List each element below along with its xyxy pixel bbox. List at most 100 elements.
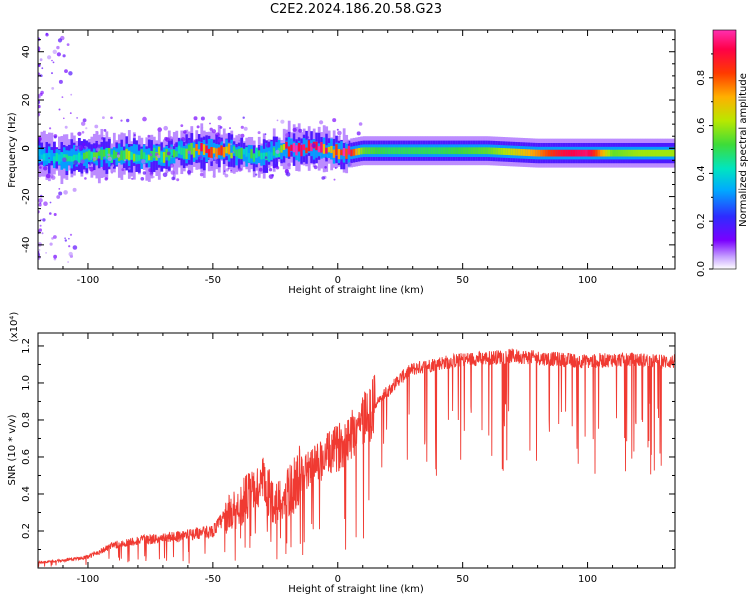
spectrogram-noise-dot (64, 125, 68, 129)
spectrogram-cell (365, 147, 369, 155)
spectrogram-noise-dot (149, 144, 152, 148)
spectrogram-cell (265, 143, 269, 160)
spectrogram-cell (427, 147, 431, 155)
spectrogram-cell (472, 147, 476, 155)
spectrogram-cell (262, 152, 266, 159)
spectrogram-cell (350, 149, 354, 157)
spectrogram-cell (45, 153, 49, 161)
spectrogram-ytick-label: -20 (21, 188, 32, 204)
spectrogram-noise-dot (193, 116, 198, 121)
spectrogram-ytick-label: 0 (21, 145, 32, 151)
spectrogram-cell (220, 145, 224, 156)
spectrogram-noise-dot (286, 172, 291, 177)
spectrogram-cell (135, 144, 139, 165)
spectrogram-cell (290, 144, 294, 151)
spectrogram-noise-dot (258, 145, 261, 148)
spectrogram-cell (462, 147, 466, 155)
spectrogram-cell (95, 152, 99, 161)
spectrogram-cell (205, 145, 209, 154)
spectrogram-noise-dot (104, 156, 107, 159)
spectrogram-cell (485, 147, 488, 155)
spectrogram-cell (647, 149, 651, 157)
spectrogram-cell (602, 149, 606, 157)
spectrogram-noise-dot (334, 167, 337, 169)
spectrogram-noise-dot (186, 138, 192, 144)
snr-xtick-label: 50 (456, 574, 469, 585)
snr-ticks: -100 -50 0 50 100 0.2 0.4 0.6 0.8 1.0 1.2 (21, 333, 675, 585)
spectrogram-noise-dot (53, 235, 57, 239)
spectrogram-cell (85, 151, 89, 159)
spectrogram-cell (385, 147, 389, 155)
spectrogram-cell (422, 147, 426, 155)
spectrogram-cell (107, 147, 111, 159)
spectrogram-noise-dot (238, 139, 241, 142)
spectrogram-cell (570, 149, 573, 157)
spectrogram-ytick-label: 20 (21, 94, 32, 107)
spectrogram-cell (657, 149, 661, 157)
spectrogram-noise-dot (92, 156, 97, 161)
spectrogram-cell (622, 149, 626, 157)
spectrogram-noise-dot (58, 108, 61, 111)
spectrogram-cell (397, 147, 401, 155)
spectrogram-cell (560, 149, 563, 157)
spectrogram-cell (370, 147, 374, 155)
spectrogram-cell (280, 145, 284, 153)
spectrogram-cell (572, 149, 576, 157)
spectrogram-noise-dot (84, 177, 87, 180)
spectrogram-noise-dot (224, 157, 228, 161)
spectrogram-noise-dot (217, 115, 222, 120)
spectrogram-noise-dot (285, 133, 290, 138)
spectrogram-cell (132, 144, 136, 163)
spectrogram-noise-dot (273, 165, 276, 169)
spectrogram-cell (497, 147, 501, 155)
spectrogram-cell (97, 148, 101, 156)
spectrogram-noise-dot (96, 158, 100, 162)
spectrogram-cell (285, 141, 289, 149)
spectrogram-noise-dot (333, 178, 336, 181)
spectrogram-cell (667, 149, 671, 157)
spectrogram-cell (417, 147, 421, 155)
spectrogram-noise-dot (275, 166, 280, 170)
spectrogram-noise-dot (287, 162, 291, 167)
spectrogram-noise-dot (97, 132, 99, 134)
spectrogram-noise-dot (184, 143, 188, 146)
spectrogram-cell (597, 149, 601, 157)
spectrogram-cell (137, 154, 141, 161)
spectrogram-cell (592, 149, 596, 157)
spectrogram-noise-dot (77, 162, 81, 165)
spectrogram-cell (595, 149, 598, 157)
spectrogram-cell (452, 147, 456, 155)
spectrogram-noise-dot (49, 201, 52, 204)
spectrogram-noise-dot (210, 166, 214, 169)
spectrogram-cell (520, 148, 523, 156)
spectrogram-noise-dot (47, 55, 52, 60)
snr-frame (37, 332, 676, 569)
spectrogram-ytick-label: -40 (21, 237, 32, 253)
spectrogram-noise-dot (265, 143, 271, 148)
spectrogram-cell (192, 147, 196, 158)
spectrogram-noise-dot (81, 121, 86, 126)
spectrogram-noise-dot (217, 138, 222, 143)
spectrogram-noise-dot (53, 146, 57, 150)
colorbar-bar (712, 29, 737, 270)
spectrogram-cell (575, 149, 578, 157)
spectrogram-image (38, 32, 675, 263)
spectrogram-xtick-label: -50 (205, 275, 221, 286)
spectrogram-cell (72, 154, 76, 165)
spectrogram-cell (537, 149, 541, 157)
spectrogram-ylabel: Frequency (Hz) (7, 112, 18, 188)
spectrogram-cell (52, 156, 56, 164)
spectrogram-cell (610, 149, 613, 157)
spectrogram-noise-dot (68, 71, 73, 76)
spectrogram-cell (490, 147, 493, 155)
spectrogram-cell (467, 147, 471, 155)
spectrogram-cell (542, 149, 546, 157)
spectrogram-noise-dot (116, 152, 120, 156)
spectrogram-noise-dot (356, 131, 361, 136)
spectrogram-noise-dot (88, 163, 92, 166)
spectrogram-cell (38, 149, 41, 157)
spectrogram-noise-dot (298, 128, 303, 133)
spectrogram-cell (655, 149, 658, 157)
spectrogram-noise-dot (38, 63, 41, 68)
